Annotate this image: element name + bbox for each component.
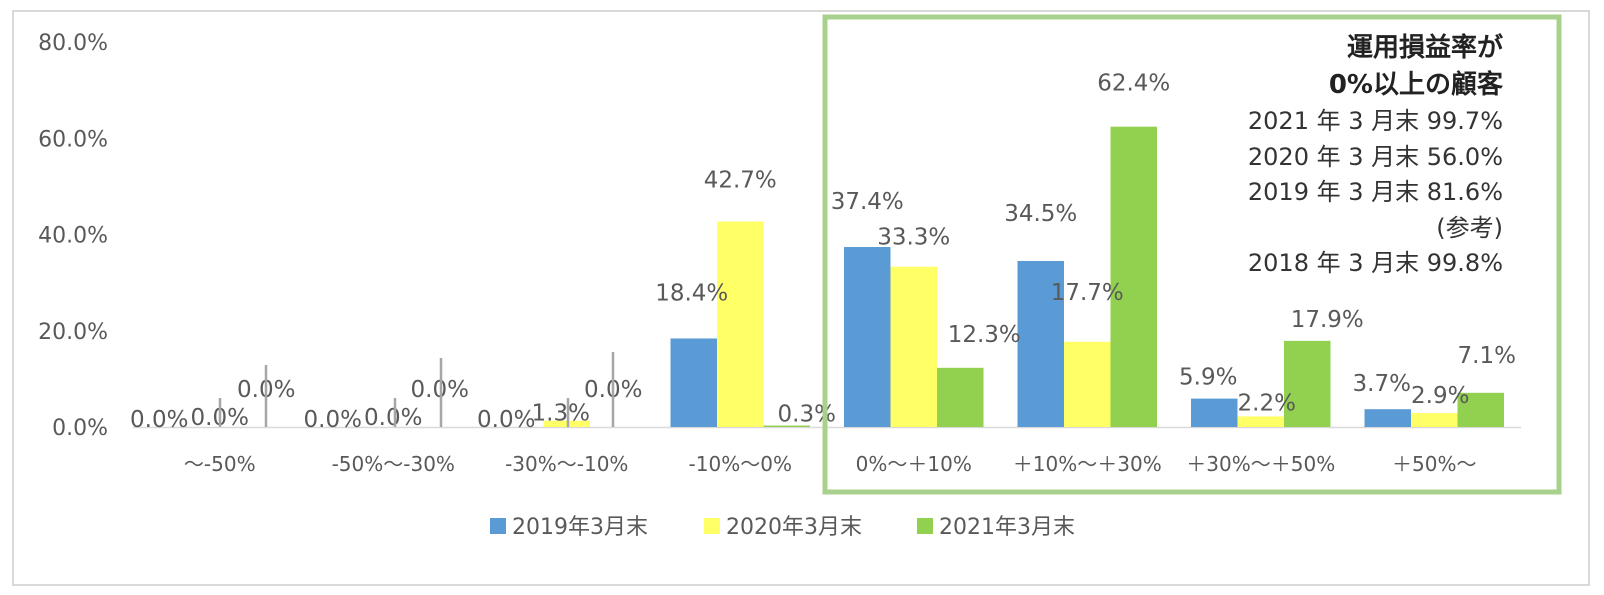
highlight-title: 0%以上の顧客 (1329, 69, 1504, 100)
bar (1017, 260, 1064, 427)
data-label: 7.1% (1458, 343, 1516, 369)
data-label: 37.4% (831, 189, 904, 215)
bar (717, 221, 764, 427)
highlight-line: (参考) (1436, 214, 1503, 242)
chart-frame (12, 10, 1590, 586)
data-label: 1.3% (532, 401, 590, 427)
legend-swatch (704, 518, 720, 534)
legend-swatch (490, 518, 506, 534)
y-tick-label: 40.0% (38, 224, 108, 249)
highlight-line: 2019 年 3 月末 81.6% (1248, 178, 1503, 206)
data-label: 2.9% (1411, 383, 1469, 409)
bar (1191, 398, 1238, 427)
bar (1110, 126, 1157, 427)
data-label: 0.0% (304, 407, 362, 433)
x-tick-label: 0%～＋10% (856, 452, 972, 476)
data-labels: 0.0% 0.0% 0.0%18.4%37.4% 34.5%5.9% 3.7%0.0% 0… (130, 71, 1516, 433)
highlight-box: 運用損益率が 0%以上の顧客 2021 年 3 月末 99.7% 2020 年 3 月… (822, 14, 1562, 495)
highlight-title: 運用損益率が (1347, 32, 1503, 63)
data-label: 18.4% (655, 280, 728, 306)
bar (1237, 416, 1284, 427)
bar (1284, 340, 1331, 427)
y-axis: 0.0% 20.0% 40.0% 60.0% 80.0% (38, 31, 1521, 441)
y-tick-label: 0.0% (52, 416, 108, 441)
y-tick-label: 60.0% (38, 127, 108, 152)
legend-label: 2020年3月末 (726, 515, 862, 540)
x-tick-label: -30%～-10% (505, 452, 628, 476)
highlight-line: 2020 年 3 月末 56.0% (1248, 143, 1503, 171)
data-label: 0.0% (364, 405, 422, 431)
bar (1064, 341, 1111, 427)
bar (1411, 413, 1458, 427)
legend: 2019年3月末 2020年3月末 2021年3月末 (490, 515, 1075, 540)
x-tick-label: -50%～-30% (332, 452, 455, 476)
bar (670, 338, 717, 427)
data-label: 34.5% (1004, 201, 1077, 227)
bar (1457, 392, 1504, 427)
data-label: 3.7% (1353, 371, 1411, 397)
bar (1364, 409, 1411, 427)
x-tick-label: -10%～0% (689, 452, 792, 476)
highlight-line: 2018 年 3 月末 99.8% (1248, 249, 1503, 277)
legend-label: 2019年3月末 (512, 515, 648, 540)
highlight-border (822, 14, 1562, 495)
data-label: 17.9% (1291, 307, 1364, 333)
x-axis: ～-50% -50%～-30% -30%～-10% -10%～0% 0%～＋10% ＋10… (184, 452, 1477, 476)
data-label: 12.3% (948, 322, 1021, 348)
legend-swatch (917, 518, 933, 534)
data-label: 33.3% (877, 225, 950, 251)
data-label: 42.7% (704, 168, 777, 194)
data-label: 5.9% (1179, 365, 1237, 391)
data-label: 0.0% (130, 407, 188, 433)
data-label: 62.4% (1097, 71, 1170, 97)
x-tick-label: ＋50%～ (1392, 452, 1476, 476)
data-label: 17.7% (1051, 280, 1124, 306)
bar (890, 266, 937, 427)
x-tick-label: ～-50% (184, 452, 256, 476)
highlight-line: 2021 年 3 月末 99.7% (1248, 107, 1503, 135)
bars (543, 126, 1504, 427)
x-tick-label: ＋30%～＋50% (1186, 452, 1335, 476)
data-label: 0.0% (477, 407, 535, 433)
bar (763, 425, 810, 427)
x-tick-label: ＋10%～＋30% (1013, 452, 1162, 476)
y-tick-label: 80.0% (38, 31, 108, 56)
bar (937, 367, 984, 427)
bar (844, 247, 891, 427)
y-tick-label: 20.0% (38, 320, 108, 345)
data-label: 2.2% (1238, 390, 1296, 416)
legend-label: 2021年3月末 (939, 515, 1075, 540)
